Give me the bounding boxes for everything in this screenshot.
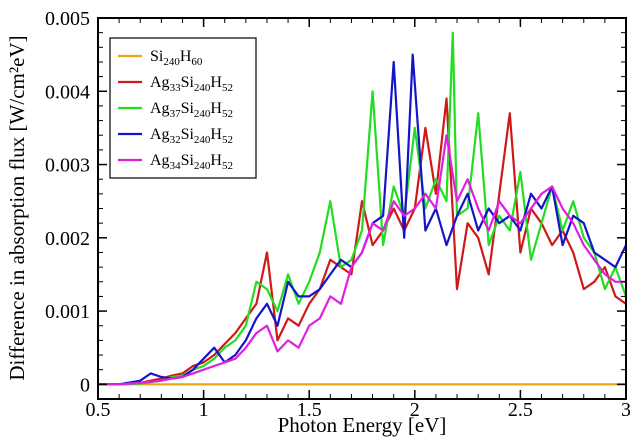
legend-entry-label: Si240H60: [150, 48, 203, 68]
x-axis-label: Photon Energy [eV]: [278, 413, 447, 437]
legend-entry-label: Ag33Si240H52: [150, 74, 233, 94]
series-line-4: [98, 134, 626, 386]
plot-frame: [97, 17, 627, 400]
legend: Si240H60 Ag33Si240H52 Ag37Si240H52 Ag32Si24…: [109, 37, 257, 179]
legend-entry-label: Ag32Si240H52: [150, 126, 233, 146]
y-tick-label: 0.004: [45, 81, 90, 103]
legend-entry-label: Ag34Si240H52: [150, 152, 233, 172]
x-tick-label: 1.5: [297, 399, 322, 421]
y-tick-label: 0.005: [45, 8, 90, 30]
x-tick-label: 2.5: [508, 399, 533, 421]
legend-entry-label: Ag37Si240H52: [150, 100, 233, 120]
x-tick-label: 1: [199, 399, 209, 421]
y-tick-label: 0.001: [45, 301, 90, 323]
y-axis-label: Difference in absorption flux [W/cm²eV]: [5, 35, 29, 380]
y-tick-label: 0.002: [45, 228, 90, 250]
y-tick-label: 0: [80, 374, 90, 396]
series-layer: [98, 31, 626, 386]
series-line-1: [98, 97, 626, 386]
y-tick-label: 0.003: [45, 155, 90, 177]
x-tick-label: 2: [410, 399, 420, 421]
x-tick-label: 0.5: [86, 399, 111, 421]
x-tick-label: 3: [621, 399, 630, 421]
series-line-2: [98, 31, 626, 386]
